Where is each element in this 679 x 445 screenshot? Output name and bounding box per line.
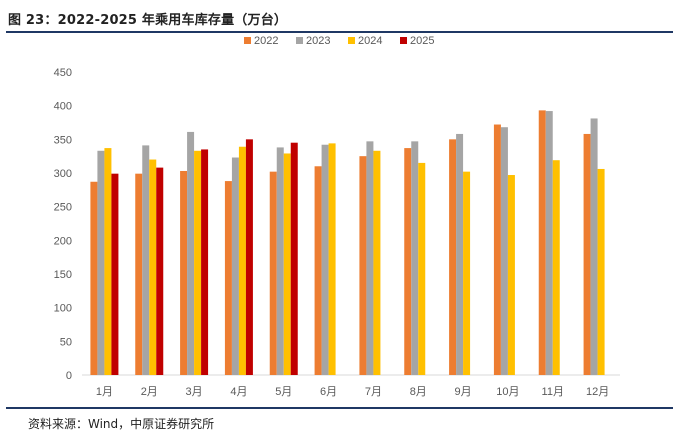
bar-2022-8 bbox=[404, 148, 412, 375]
bar-2024-3 bbox=[194, 150, 202, 375]
x-tick-label: 9月 bbox=[455, 386, 472, 398]
legend-swatch-2024 bbox=[348, 37, 355, 44]
bottom-rule bbox=[6, 407, 673, 409]
x-tick-label: 1月 bbox=[96, 386, 113, 398]
y-tick-label: 250 bbox=[54, 202, 72, 214]
bar-2022-12 bbox=[583, 133, 591, 375]
bar-2023-5 bbox=[276, 147, 284, 375]
y-tick-label: 100 bbox=[54, 303, 72, 315]
figure-title: 图 23：2022-2025 年乘用车库存量（万台） bbox=[8, 13, 288, 28]
x-tick-label: 7月 bbox=[365, 386, 382, 398]
bar-2025-3 bbox=[201, 149, 209, 375]
y-tick-label: 350 bbox=[54, 134, 72, 146]
bar-2023-4 bbox=[231, 157, 239, 375]
bar-2023-11 bbox=[545, 111, 553, 375]
bar-2023-6 bbox=[321, 144, 329, 375]
bar-2022-3 bbox=[180, 170, 188, 375]
bar-2022-1 bbox=[90, 181, 98, 375]
legend-swatch-2022 bbox=[244, 37, 251, 44]
bar-2022-5 bbox=[269, 171, 277, 375]
bar-2025-1 bbox=[111, 173, 119, 375]
legend-swatch-2023 bbox=[296, 37, 303, 44]
bar-2023-12 bbox=[590, 118, 598, 376]
bar-2022-9 bbox=[449, 139, 457, 375]
y-tick-label: 400 bbox=[54, 101, 72, 113]
x-tick-label: 6月 bbox=[320, 386, 337, 398]
bar-2025-2 bbox=[156, 167, 164, 375]
bar-2024-7 bbox=[373, 150, 381, 375]
legend-label-2023: 2023 bbox=[306, 35, 330, 47]
bar-2023-7 bbox=[366, 141, 374, 375]
bar-2023-1 bbox=[97, 150, 105, 375]
x-tick-label: 10月 bbox=[496, 386, 519, 398]
x-tick-label: 3月 bbox=[186, 386, 203, 398]
x-tick-label: 5月 bbox=[275, 386, 292, 398]
bar-2024-11 bbox=[552, 160, 560, 375]
bar-2025-4 bbox=[245, 139, 253, 375]
bar-2024-2 bbox=[149, 159, 157, 375]
bar-2025-5 bbox=[290, 142, 298, 375]
bar-2023-8 bbox=[411, 141, 419, 375]
y-tick-label: 300 bbox=[54, 168, 72, 180]
y-tick-label: 50 bbox=[60, 336, 72, 348]
bar-2023-9 bbox=[456, 133, 464, 375]
bar-2024-1 bbox=[104, 148, 112, 375]
bar-2024-6 bbox=[328, 143, 336, 375]
bar-2022-4 bbox=[224, 181, 232, 375]
legend-swatch-2025 bbox=[400, 37, 407, 44]
bar-2022-2 bbox=[135, 173, 143, 375]
top-rule bbox=[6, 31, 673, 33]
bar-2023-2 bbox=[142, 145, 150, 375]
legend-label-2025: 2025 bbox=[410, 35, 434, 47]
bar-2023-3 bbox=[187, 131, 195, 375]
x-tick-label: 4月 bbox=[230, 386, 247, 398]
bar-2024-5 bbox=[283, 153, 291, 375]
bar-2022-10 bbox=[493, 124, 501, 376]
x-tick-label: 11月 bbox=[542, 386, 564, 398]
bar-2024-9 bbox=[463, 171, 471, 375]
bar-2024-8 bbox=[418, 162, 426, 375]
bar-2023-10 bbox=[500, 127, 508, 375]
x-tick-label: 12月 bbox=[586, 386, 609, 398]
legend-label-2024: 2024 bbox=[358, 35, 382, 47]
source-note: 资料来源：Wind，中原证券研究所 bbox=[28, 417, 215, 431]
x-tick-label: 2月 bbox=[141, 386, 158, 398]
y-tick-label: 450 bbox=[54, 67, 72, 79]
bar-2022-6 bbox=[314, 166, 322, 375]
y-tick-label: 0 bbox=[66, 370, 72, 382]
x-tick-label: 8月 bbox=[410, 386, 427, 398]
bar-2024-10 bbox=[507, 175, 515, 375]
bar-2022-11 bbox=[538, 110, 546, 375]
bar-2024-12 bbox=[597, 168, 605, 375]
bar-2024-4 bbox=[238, 146, 246, 375]
legend-label-2022: 2022 bbox=[254, 35, 278, 47]
bar-2022-7 bbox=[359, 156, 367, 375]
y-tick-label: 200 bbox=[54, 235, 72, 247]
y-tick-label: 150 bbox=[54, 269, 72, 281]
